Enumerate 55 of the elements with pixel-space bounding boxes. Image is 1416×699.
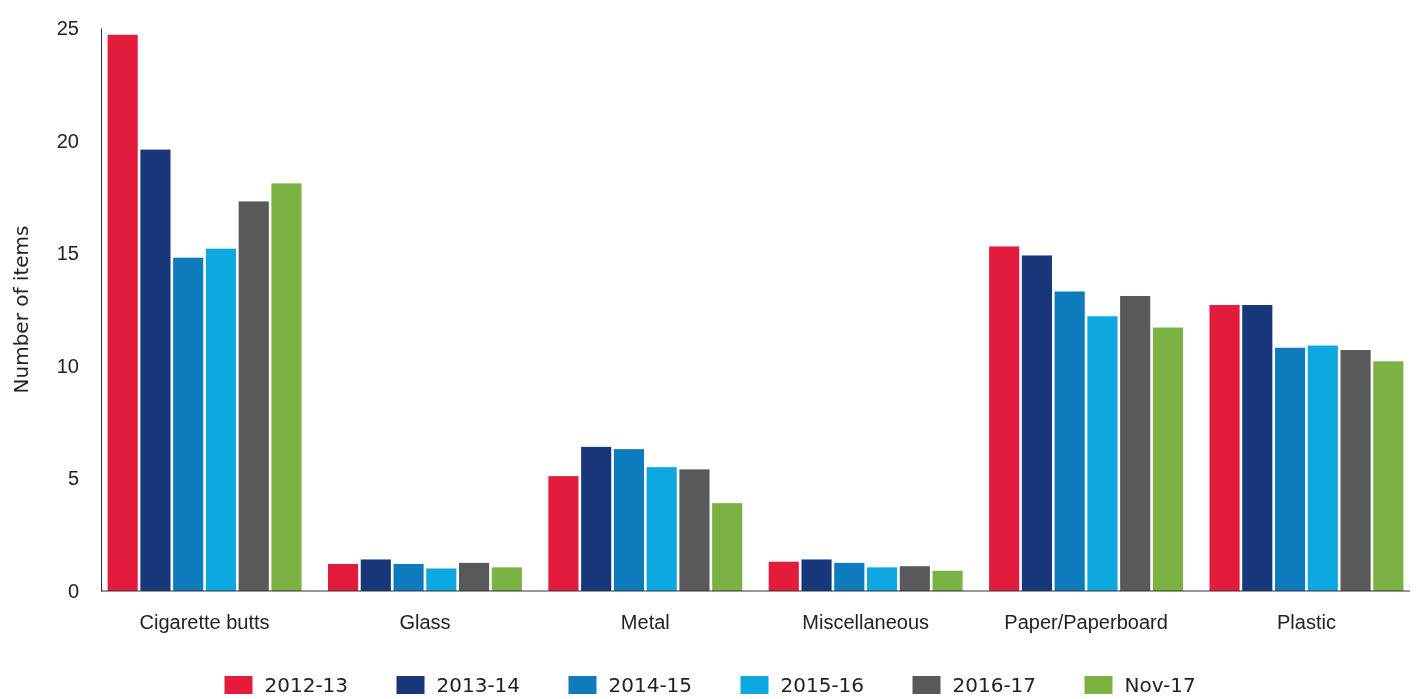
bar <box>1120 295 1151 591</box>
bar <box>581 446 612 591</box>
bar <box>271 183 302 591</box>
bar <box>459 562 490 591</box>
bar <box>426 568 457 591</box>
bar <box>679 469 710 591</box>
bar <box>899 566 930 591</box>
bar <box>989 246 1020 591</box>
x-tick-label: Glass <box>399 611 451 634</box>
bar <box>646 467 677 591</box>
bar <box>360 559 391 591</box>
bar <box>1209 305 1240 591</box>
bar <box>768 561 799 591</box>
bar <box>1021 255 1052 591</box>
bar <box>548 476 579 591</box>
bar <box>140 149 171 591</box>
y-tick-label: 25 <box>56 16 79 39</box>
bar <box>1054 291 1085 591</box>
bar <box>1242 305 1273 591</box>
bar <box>1152 327 1184 591</box>
bar <box>491 567 522 591</box>
bar <box>107 34 138 591</box>
bar <box>238 201 269 591</box>
y-tick-label: 10 <box>56 354 79 377</box>
bar <box>1373 361 1404 591</box>
y-tick-label: 15 <box>56 242 79 265</box>
bar <box>1087 316 1118 591</box>
bar <box>932 570 963 591</box>
bar <box>834 562 865 591</box>
y-tick-label: 5 <box>67 467 79 490</box>
x-tick-label: Plastic <box>1276 611 1336 634</box>
legend-label: 2013-14 <box>436 673 521 697</box>
bar <box>613 449 644 591</box>
bar <box>393 563 424 591</box>
legend-label: 2016-17 <box>952 673 1037 697</box>
x-tick-label: Cigarette butts <box>139 611 270 634</box>
y-tick-label: 0 <box>67 579 79 602</box>
bar <box>712 503 743 591</box>
x-tick-label: Paper/Paperboard <box>1004 611 1168 634</box>
bar <box>867 567 898 591</box>
bar <box>327 563 359 591</box>
x-tick-label: Metal <box>620 611 670 634</box>
bar <box>173 257 204 591</box>
bar <box>1274 347 1306 591</box>
bar <box>1340 350 1371 591</box>
legend-label: 2014-15 <box>608 673 693 697</box>
legend-label: 2015-16 <box>780 673 865 697</box>
legend-label: 2012-13 <box>264 673 349 697</box>
bar <box>801 559 832 591</box>
legend-label: Nov-17 <box>1124 673 1196 697</box>
x-tick-label: Miscellaneous <box>802 611 930 634</box>
bar <box>1307 345 1338 591</box>
bar <box>205 248 237 591</box>
y-axis-title: Number of items <box>9 225 33 394</box>
y-tick-label: 20 <box>56 129 79 152</box>
